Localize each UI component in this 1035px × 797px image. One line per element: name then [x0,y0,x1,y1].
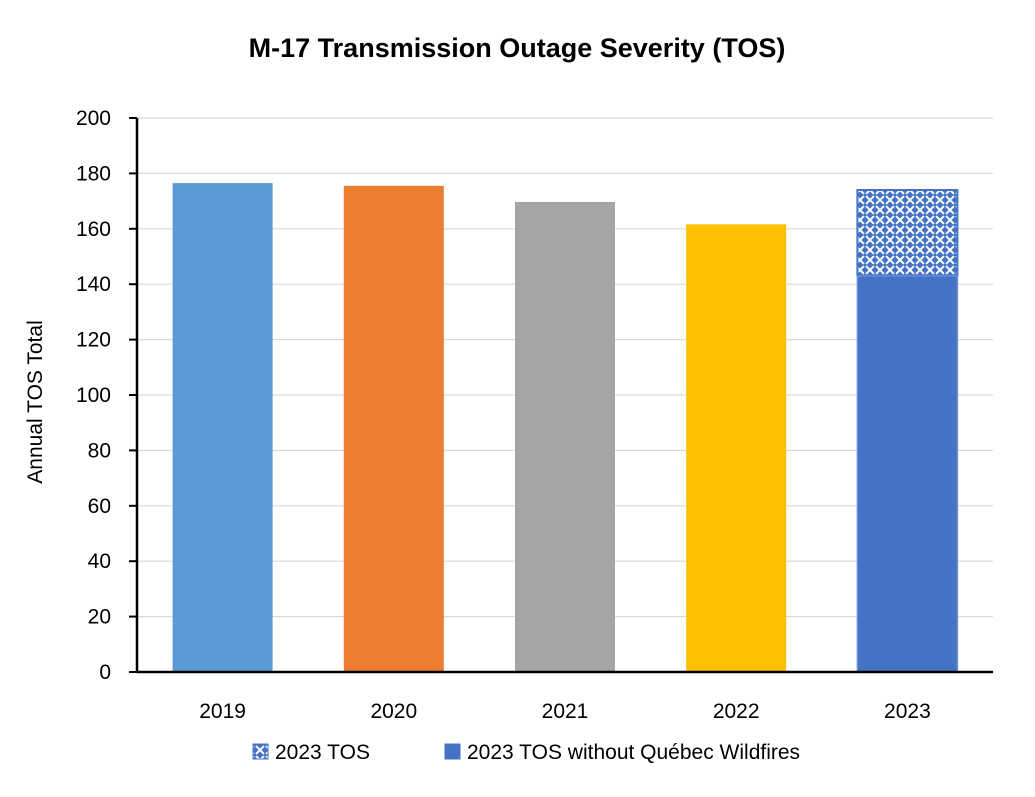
y-tick-label: 20 [88,606,111,629]
x-tick-label: 2019 [199,700,246,723]
x-tick-label: 2022 [713,700,760,723]
x-tick-label: 2023 [884,700,931,723]
legend-item-2023-tos-without-wildfires-swatch [444,743,461,760]
y-tick-label: 120 [76,329,111,352]
bars [172,183,959,673]
y-tick-label: 100 [76,384,111,407]
legend-item-2023-tos-without-wildfires-label: 2023 TOS without Québec Wildfires [467,741,800,764]
bar-2020 [343,185,444,673]
chart-title: M-17 Transmission Outage Severity (TOS) [249,33,786,63]
bar-2023-tos-without-wildfires [856,275,959,673]
y-tick-label: 200 [76,107,111,130]
y-tick-label: 0 [99,661,111,684]
legend-item-2023-tos-swatch [252,743,269,760]
y-tick-label: 40 [88,550,111,573]
legend-item-2023-tos-label: 2023 TOS [275,741,370,764]
x-tick-label: 2021 [542,700,589,723]
y-tick-labels: 0 20 40 60 80 100 120 140 160 180 200 [76,107,111,684]
y-tick-label: 60 [88,495,111,518]
y-tick-label: 160 [76,218,111,241]
bar-2023-tos [856,189,959,277]
bar-2021 [515,201,615,672]
legend: 2023 TOS 2023 TOS without Québec Wildfire… [252,741,800,764]
x-tick-labels: 2019 2020 2021 2022 2023 [199,700,931,723]
bar-2019 [172,183,273,672]
x-tick-label: 2020 [370,700,417,723]
y-tick-label: 80 [88,439,111,462]
y-tick-label: 140 [76,273,111,296]
y-tick-label: 180 [76,162,111,185]
axes [129,117,993,674]
bar-2022 [686,224,787,673]
y-axis-label: Annual TOS Total [24,320,47,483]
